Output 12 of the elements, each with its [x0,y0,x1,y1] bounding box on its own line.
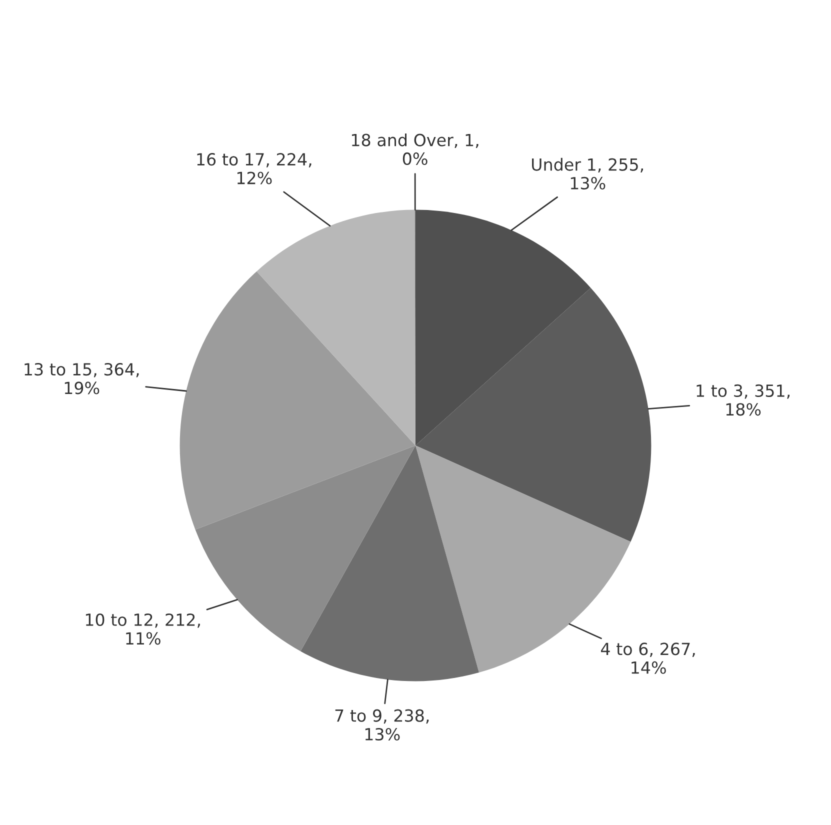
pie-slice [416,446,631,672]
slice-label: 7 to 9, 238, 13% [335,709,429,741]
slice-label: 18 and Over, 1, 0% [352,133,478,166]
pie-slice [180,271,416,530]
slice-label: Under 1, 255, 13% [532,158,643,190]
slice-label: 16 to 17, 224, 12% [197,153,312,184]
pie-slice [256,210,416,446]
slice-label: 13 to 15, 364, 19% [24,363,139,394]
slice-label: 1 to 3, 351, 18% [696,384,790,416]
slice-label: 4 to 6, 267, 14% [601,642,695,674]
slice-label: 10 to 12, 212, 11% [86,613,200,645]
pie-slice [300,446,479,682]
